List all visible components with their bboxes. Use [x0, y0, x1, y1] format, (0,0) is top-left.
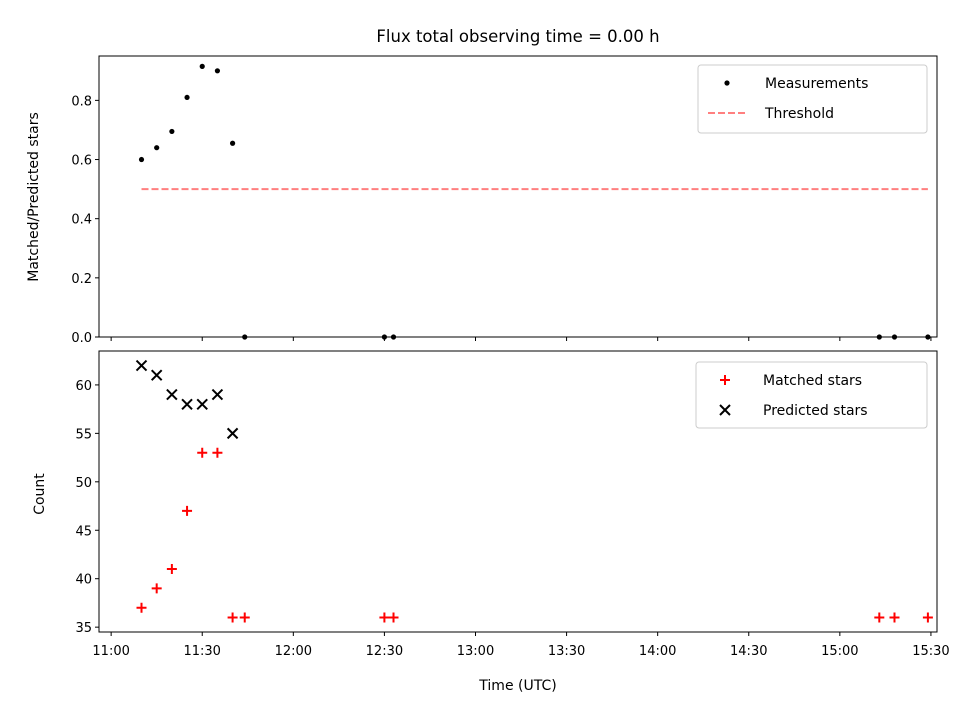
measurements-point: [390, 334, 397, 340]
panel-1-legend-box: [695, 361, 928, 429]
panel-1-y-tick-label: 35: [75, 621, 92, 636]
matched-stars-point: [197, 447, 208, 458]
x-tick-label: 15:30: [912, 644, 949, 659]
measurements-point: [138, 156, 145, 163]
x-tick-label: 12:00: [275, 644, 312, 659]
legend-matched-stars-label: Matched stars: [763, 373, 862, 389]
measurements-point: [876, 334, 882, 340]
x-tick-label: 14:00: [639, 644, 676, 659]
x-tick-label: 15:00: [821, 644, 858, 659]
matched-stars-point: [227, 612, 238, 623]
predicted-stars-point: [211, 388, 224, 401]
panel-1-y-tick-label: 40: [75, 573, 92, 588]
x-tick-label: 13:30: [548, 644, 585, 659]
panel-1-y-tick-label: 45: [75, 524, 92, 539]
predicted-stars-point: [196, 398, 208, 411]
predicted-stars-point: [226, 427, 239, 440]
panel-0-y-tick-label: 0.6: [71, 154, 92, 169]
legend-measurements-label: Measurements: [765, 76, 868, 92]
matched-stars-point: [182, 505, 193, 516]
matched-stars-point: [922, 612, 933, 623]
x-tick-label: 11:30: [183, 644, 220, 659]
panel-1-y-tick-label: 55: [75, 427, 92, 442]
measurements-point: [925, 334, 931, 340]
legend-measurements-marker: [724, 80, 730, 86]
panel-1-y-tick-label: 60: [75, 379, 92, 394]
measurements-point: [229, 140, 236, 146]
legend-matched-stars-marker: [720, 375, 730, 385]
top-panel: Matched/Predicted stars 0.0 0.2 0.4 0.6 0.8 M…: [26, 55, 938, 346]
matched-stars-point: [889, 612, 900, 623]
measurements-point: [381, 334, 388, 340]
measurements-point: [169, 128, 175, 135]
measurements-point: [154, 145, 160, 151]
matched-stars-point: [212, 447, 223, 458]
legend-threshold-label: Threshold: [764, 106, 834, 122]
panel-0-y-tick-label: 0.0: [71, 331, 92, 346]
x-tick-label: 11:00: [92, 644, 129, 659]
matched-stars-point: [151, 583, 162, 594]
matched-stars-point: [379, 612, 390, 623]
x-tick-label: 12:30: [366, 644, 403, 659]
measurements-point: [891, 334, 898, 340]
panel-1-frame: [98, 350, 938, 633]
panel-0-y-tick-label: 0.8: [71, 94, 92, 109]
x-tick-label: 14:30: [730, 644, 767, 659]
matched-stars-point: [136, 602, 147, 613]
bottom-y-axis-label: Count: [32, 473, 48, 515]
chart-title: Flux total observing time = 0.00 h: [376, 27, 659, 46]
matched-stars-point: [874, 612, 885, 623]
predicted-stars-point: [166, 388, 178, 401]
bottom-panel: Count Time (UTC) 35 40 45 50 55 60 11:00 11:30 1…: [32, 350, 950, 694]
panel-0-y-tick-label: 0.2: [71, 272, 92, 287]
predicted-stars-point: [150, 369, 163, 381]
panel-0-frame: [98, 55, 938, 338]
panel-0-y-tick-label: 0.4: [71, 213, 92, 228]
legend-predicted-stars-label: Predicted stars: [763, 403, 868, 419]
measurements-point: [199, 63, 205, 69]
measurements-point: [242, 334, 248, 340]
top-y-axis-label: Matched/Predicted stars: [26, 112, 42, 282]
measurements-point: [214, 68, 221, 74]
x-tick-label: 13:00: [457, 644, 494, 659]
measurements-point: [184, 94, 190, 101]
matched-stars-point: [239, 612, 250, 623]
matched-stars-point: [166, 564, 177, 575]
panel-1-y-tick-label: 50: [75, 476, 92, 491]
matched-stars-point: [388, 612, 399, 623]
x-axis-label: Time (UTC): [478, 678, 556, 694]
panel-0-legend-box: [697, 64, 928, 134]
legend-predicted-stars-marker: [719, 404, 731, 416]
predicted-stars-point: [181, 398, 193, 411]
predicted-stars-point: [135, 359, 148, 372]
